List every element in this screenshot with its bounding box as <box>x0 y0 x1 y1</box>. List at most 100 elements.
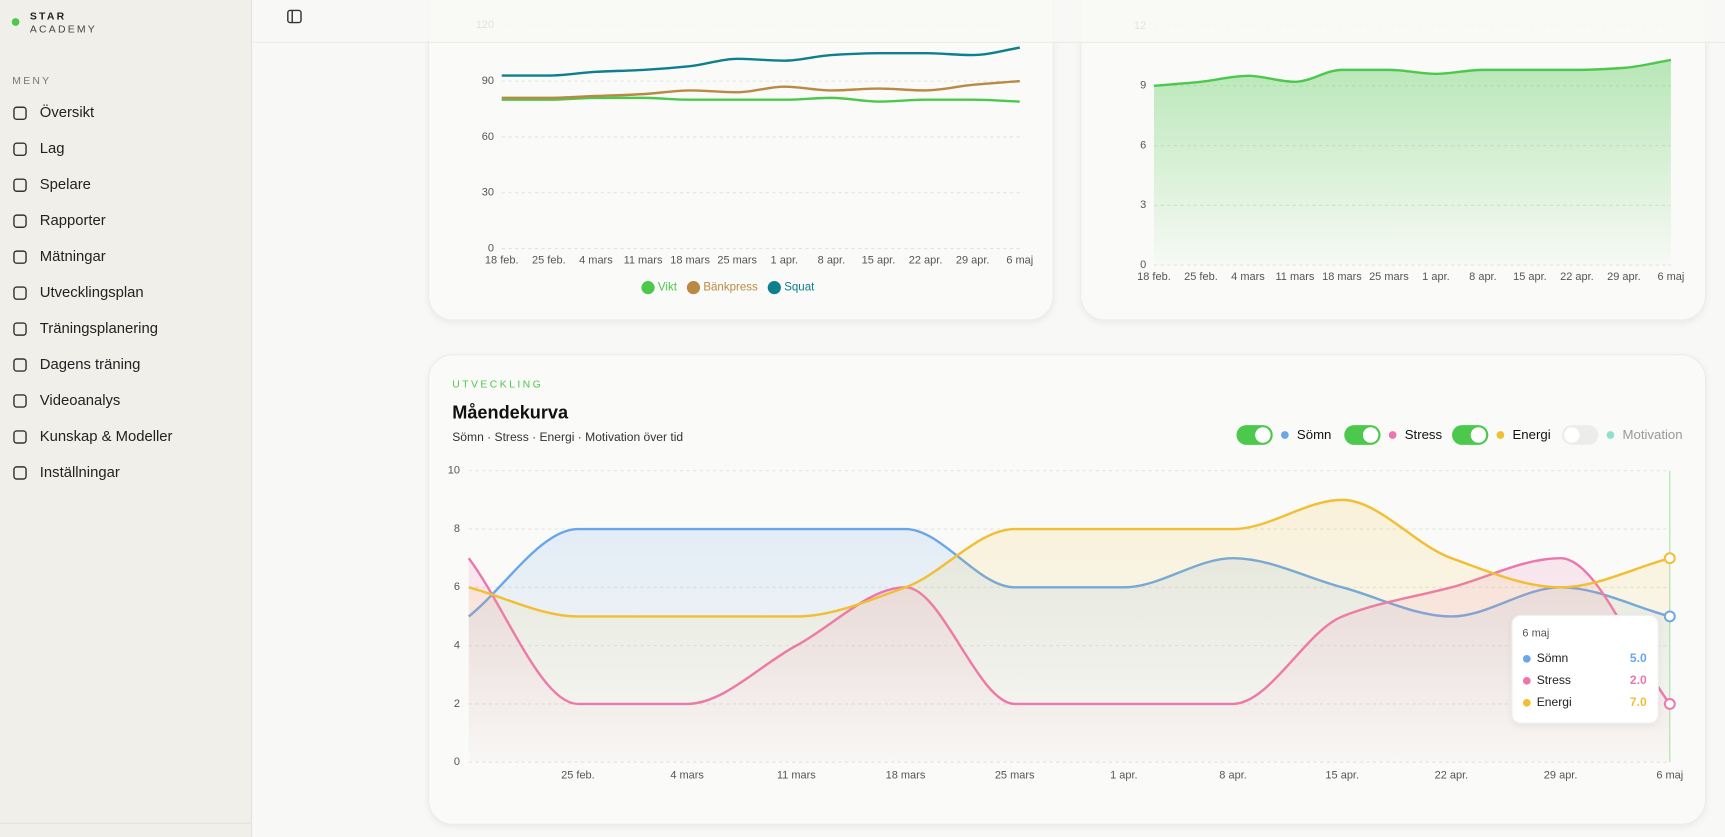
brand-name: STAR <box>30 11 66 22</box>
nav-item[interactable]: Videoanalys <box>13 393 121 409</box>
legend-label: Energi <box>1513 427 1551 442</box>
card <box>428 0 1054 321</box>
tooltip-swatch <box>1522 654 1531 663</box>
tooltip-name: Sömn <box>1537 651 1569 665</box>
series-toggle[interactable]: Stress <box>1344 425 1443 445</box>
x-tick-label: 11 mars <box>777 769 816 781</box>
x-tick-label: 18 mars <box>670 255 710 267</box>
menu-title: MENY <box>12 76 51 87</box>
line <box>501 46 1020 77</box>
legend-item[interactable]: Bänkpress <box>686 281 758 295</box>
legend-swatch <box>641 281 655 295</box>
nav-item[interactable]: Kunskap & Modeller <box>13 429 173 445</box>
y-tick-label: 0 <box>454 756 460 768</box>
x-tick-label: 1 apr. <box>771 255 798 267</box>
sidebar-toggle[interactable] <box>287 9 302 24</box>
nav-item[interactable]: Spelare <box>13 177 91 193</box>
nav-label: Kunskap & Modeller <box>40 429 173 445</box>
line <box>1153 58 1672 87</box>
nav-label: Videoanalys <box>40 393 121 409</box>
series-toggle[interactable]: Energi <box>1452 425 1551 445</box>
legend-label: Sömn <box>1297 427 1331 442</box>
nav-item[interactable]: Utvecklingsplan <box>13 285 144 301</box>
nav-label: Utvecklingsplan <box>40 285 144 301</box>
nav-icon <box>13 394 27 408</box>
y-tick-label: 6 <box>454 581 460 593</box>
sidebar <box>0 0 251 837</box>
nav-label: Lag <box>40 141 65 157</box>
area <box>1153 59 1671 266</box>
y-tick-label: 10 <box>448 465 460 477</box>
x-tick-label: 15 apr. <box>862 255 896 267</box>
legend-label: Squat <box>784 282 815 294</box>
toggle-knob <box>1362 427 1379 443</box>
x-tick-label: 15 apr. <box>1513 271 1547 283</box>
tooltip-title: 6 maj <box>1522 627 1549 639</box>
nav-label: Dagens träning <box>40 357 141 373</box>
nav-icon <box>13 106 27 121</box>
nav-item[interactable]: Rapporter <box>13 213 106 229</box>
x-tick-label: 6 maj <box>1006 255 1033 267</box>
nav-icon <box>13 142 27 157</box>
tooltip-value: 5.0 <box>1630 651 1647 665</box>
tooltip-value: 7.0 <box>1630 695 1647 709</box>
toggle-knob <box>1255 427 1271 443</box>
nav-label: Spelare <box>40 177 91 193</box>
top-bar <box>252 0 1725 42</box>
y-tick-label: 6 <box>1140 139 1146 151</box>
eyebrow: UTVECKLING <box>452 380 543 391</box>
x-tick-label: 11 mars <box>624 255 663 267</box>
x-tick-label: 1 apr. <box>1110 769 1137 781</box>
nav-icon <box>13 214 27 228</box>
nav-label: Mätningar <box>40 249 106 265</box>
nav-item[interactable]: Översikt <box>13 103 95 121</box>
x-tick-label: 4 mars <box>579 255 613 267</box>
nav-item[interactable]: Inställningar <box>13 465 120 481</box>
x-tick-label: 25 feb. <box>532 255 566 267</box>
nav-icon <box>13 322 27 336</box>
legend-swatch <box>767 281 781 295</box>
tooltip-value: 2.0 <box>1630 673 1647 687</box>
x-tick-label: 29 apr. <box>956 255 990 267</box>
card-title: Måendekurva <box>452 402 569 422</box>
x-tick-label: 6 maj <box>1657 271 1684 283</box>
hover-point <box>1663 552 1676 565</box>
y-tick-label: 0 <box>488 242 494 254</box>
y-tick-label: 9 <box>1140 80 1146 92</box>
legend-swatch <box>1281 431 1289 439</box>
line <box>501 79 1020 100</box>
x-tick-label: 4 mars <box>1231 271 1265 283</box>
series-toggle[interactable]: Sömn <box>1236 425 1331 445</box>
area <box>468 499 1670 763</box>
legend-label: Motivation <box>1623 427 1683 442</box>
legend-swatch <box>686 281 701 295</box>
nav-item[interactable]: Lag <box>13 141 65 157</box>
x-tick-label: 1 apr. <box>1422 271 1449 283</box>
line <box>501 96 1020 103</box>
nav-label: Träningsplanering <box>40 321 158 337</box>
legend-label: Bänkpress <box>703 282 758 294</box>
line <box>468 498 1671 618</box>
card-subtitle: Sömn · Stress · Energi · Motivation över… <box>452 430 683 444</box>
nav-item[interactable]: Träningsplanering <box>13 321 158 337</box>
x-tick-label: 22 apr. <box>909 255 943 267</box>
y-tick-label: 4 <box>454 640 460 652</box>
y-tick-label: 30 <box>482 187 494 199</box>
x-tick-label: 8 apr. <box>1219 769 1246 781</box>
nav-label: Rapporter <box>40 213 106 229</box>
nav-item[interactable]: Dagens träning <box>13 357 141 373</box>
x-tick-label: 15 apr. <box>1325 769 1359 781</box>
series-toggle[interactable]: Motivation <box>1562 425 1683 445</box>
x-tick-label: 25 mars <box>995 769 1035 781</box>
x-tick-label: 25 mars <box>717 255 757 267</box>
nav-icon <box>13 430 27 444</box>
legend-item[interactable]: Squat <box>767 281 815 295</box>
x-tick-label: 18 mars <box>1322 271 1362 283</box>
legend-item[interactable]: Vikt <box>641 281 678 295</box>
nav-item[interactable]: Mätningar <box>13 249 106 265</box>
y-tick-label: 3 <box>1140 199 1146 211</box>
x-tick-label: 8 apr. <box>1469 271 1496 283</box>
y-tick-label: 8 <box>454 523 460 535</box>
legend-label: Vikt <box>658 282 678 294</box>
logo-dot <box>11 18 20 26</box>
